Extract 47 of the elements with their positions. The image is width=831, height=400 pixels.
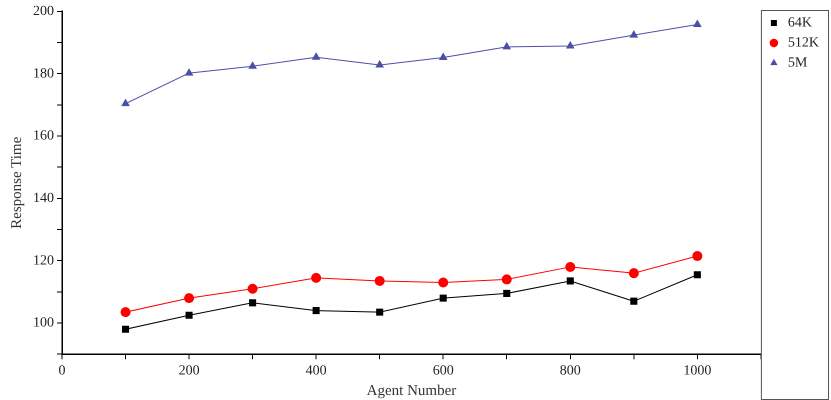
point bbox=[312, 307, 320, 314]
point bbox=[438, 52, 448, 60]
x-tick-label: 800 bbox=[560, 363, 581, 378]
x-tick-label: 0 bbox=[58, 363, 66, 378]
point bbox=[184, 68, 194, 76]
point bbox=[184, 293, 194, 304]
point bbox=[693, 19, 702, 27]
y-tick-label: 100 bbox=[33, 316, 54, 331]
point bbox=[375, 60, 384, 68]
point bbox=[628, 268, 639, 278]
point bbox=[438, 278, 448, 288]
point bbox=[249, 299, 256, 306]
point bbox=[248, 61, 257, 69]
point bbox=[186, 312, 193, 319]
point bbox=[376, 308, 384, 316]
point bbox=[502, 274, 512, 284]
point bbox=[120, 307, 131, 318]
point bbox=[694, 271, 701, 278]
point bbox=[122, 326, 130, 333]
point bbox=[502, 42, 512, 50]
point bbox=[311, 272, 322, 283]
point bbox=[312, 52, 320, 60]
y-tick-label: 180 bbox=[33, 66, 54, 82]
point bbox=[503, 290, 510, 297]
point bbox=[566, 40, 575, 48]
point bbox=[566, 277, 574, 284]
point bbox=[565, 262, 576, 272]
legend-label: 512K bbox=[788, 36, 820, 51]
point bbox=[692, 251, 702, 262]
point bbox=[629, 30, 638, 38]
point bbox=[248, 284, 258, 294]
y-tick-label: 140 bbox=[33, 191, 54, 206]
x-tick-label: 400 bbox=[306, 363, 327, 378]
legend-label: 5M bbox=[788, 56, 808, 71]
x-tick-label: 600 bbox=[432, 363, 454, 378]
y-tick-label: 160 bbox=[33, 128, 54, 144]
point bbox=[630, 298, 638, 305]
legend-label: 64K bbox=[788, 16, 812, 31]
x-tick-label: 1000 bbox=[683, 363, 712, 378]
x-axis-title: Agent Number bbox=[366, 382, 456, 399]
y-axis-title: Response Time bbox=[8, 136, 25, 229]
y-tick-label: 120 bbox=[33, 253, 54, 268]
point bbox=[374, 276, 385, 286]
point bbox=[440, 294, 447, 302]
y-tick-label: 200 bbox=[33, 4, 54, 20]
point bbox=[121, 98, 130, 106]
x-tick-label: 200 bbox=[178, 363, 200, 378]
